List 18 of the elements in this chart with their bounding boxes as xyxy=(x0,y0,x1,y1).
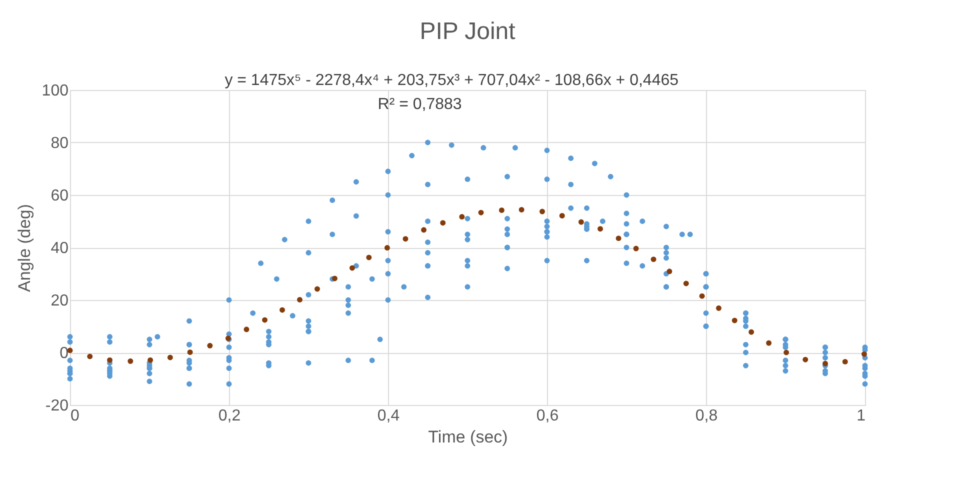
x-tick-label: 0 xyxy=(70,408,80,424)
annotation: R² = 0,7883 xyxy=(378,96,462,113)
x-tick-label: 1 xyxy=(856,408,866,424)
x-tick-label: 0,2 xyxy=(218,408,241,424)
y-tick-label: 40 xyxy=(50,240,69,257)
x-tick-label: 0,8 xyxy=(695,408,718,424)
y-tick-label: 100 xyxy=(42,82,69,100)
x-tick-label: 0,6 xyxy=(536,408,559,424)
x-tick-label: 0,4 xyxy=(377,408,400,424)
y-tick-label: 80 xyxy=(50,135,69,152)
y-tick-label: 0 xyxy=(60,345,69,362)
y-tick-label: 20 xyxy=(50,292,69,310)
y-tick-label: 60 xyxy=(50,188,69,204)
y-tick-label: -20 xyxy=(45,398,69,414)
chart-title: PIP Joint xyxy=(420,18,516,45)
y-axis-title: Angle (deg) xyxy=(14,204,34,292)
text: y = 1475x⁵ - 2278,4x⁴ + 203,75x³ + 707,04x² - 108,66x + 0,4465 xyxy=(224,72,679,89)
x-axis-title: Time (sec) xyxy=(428,428,508,446)
